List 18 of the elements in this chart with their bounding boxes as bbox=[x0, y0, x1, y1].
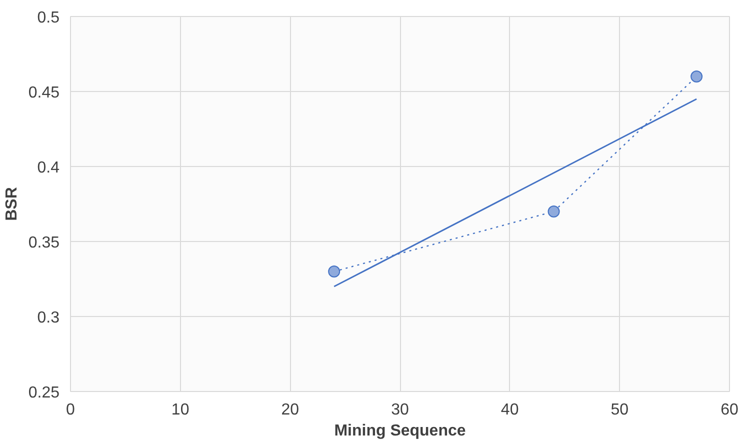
x-axis-title: Mining Sequence bbox=[334, 422, 466, 440]
point bbox=[548, 206, 560, 218]
x-tick-label: 10 bbox=[171, 402, 190, 418]
x-tick-label: 40 bbox=[500, 402, 519, 418]
point bbox=[690, 70, 703, 82]
x-tick-label: 0 bbox=[66, 402, 76, 418]
x-tick-label: 50 bbox=[610, 402, 629, 418]
y-tick-label: 0.3 bbox=[37, 310, 60, 326]
x-tick-label: 20 bbox=[281, 402, 300, 418]
y-tick-label: 0.45 bbox=[28, 84, 60, 102]
y-tick-label: 0.4 bbox=[37, 160, 60, 176]
y-tick-label: 0.25 bbox=[28, 384, 60, 402]
y-axis-title: BSR bbox=[3, 186, 20, 221]
y-tick-label: 0.35 bbox=[28, 234, 60, 252]
x-tick-label: 30 bbox=[391, 402, 409, 418]
point bbox=[328, 266, 340, 278]
x-tick-label: 60 bbox=[720, 402, 738, 418]
y-tick-label: 0.5 bbox=[37, 10, 60, 26]
